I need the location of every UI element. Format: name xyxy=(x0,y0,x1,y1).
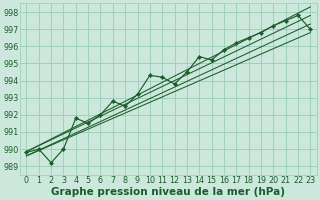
X-axis label: Graphe pression niveau de la mer (hPa): Graphe pression niveau de la mer (hPa) xyxy=(52,187,285,197)
